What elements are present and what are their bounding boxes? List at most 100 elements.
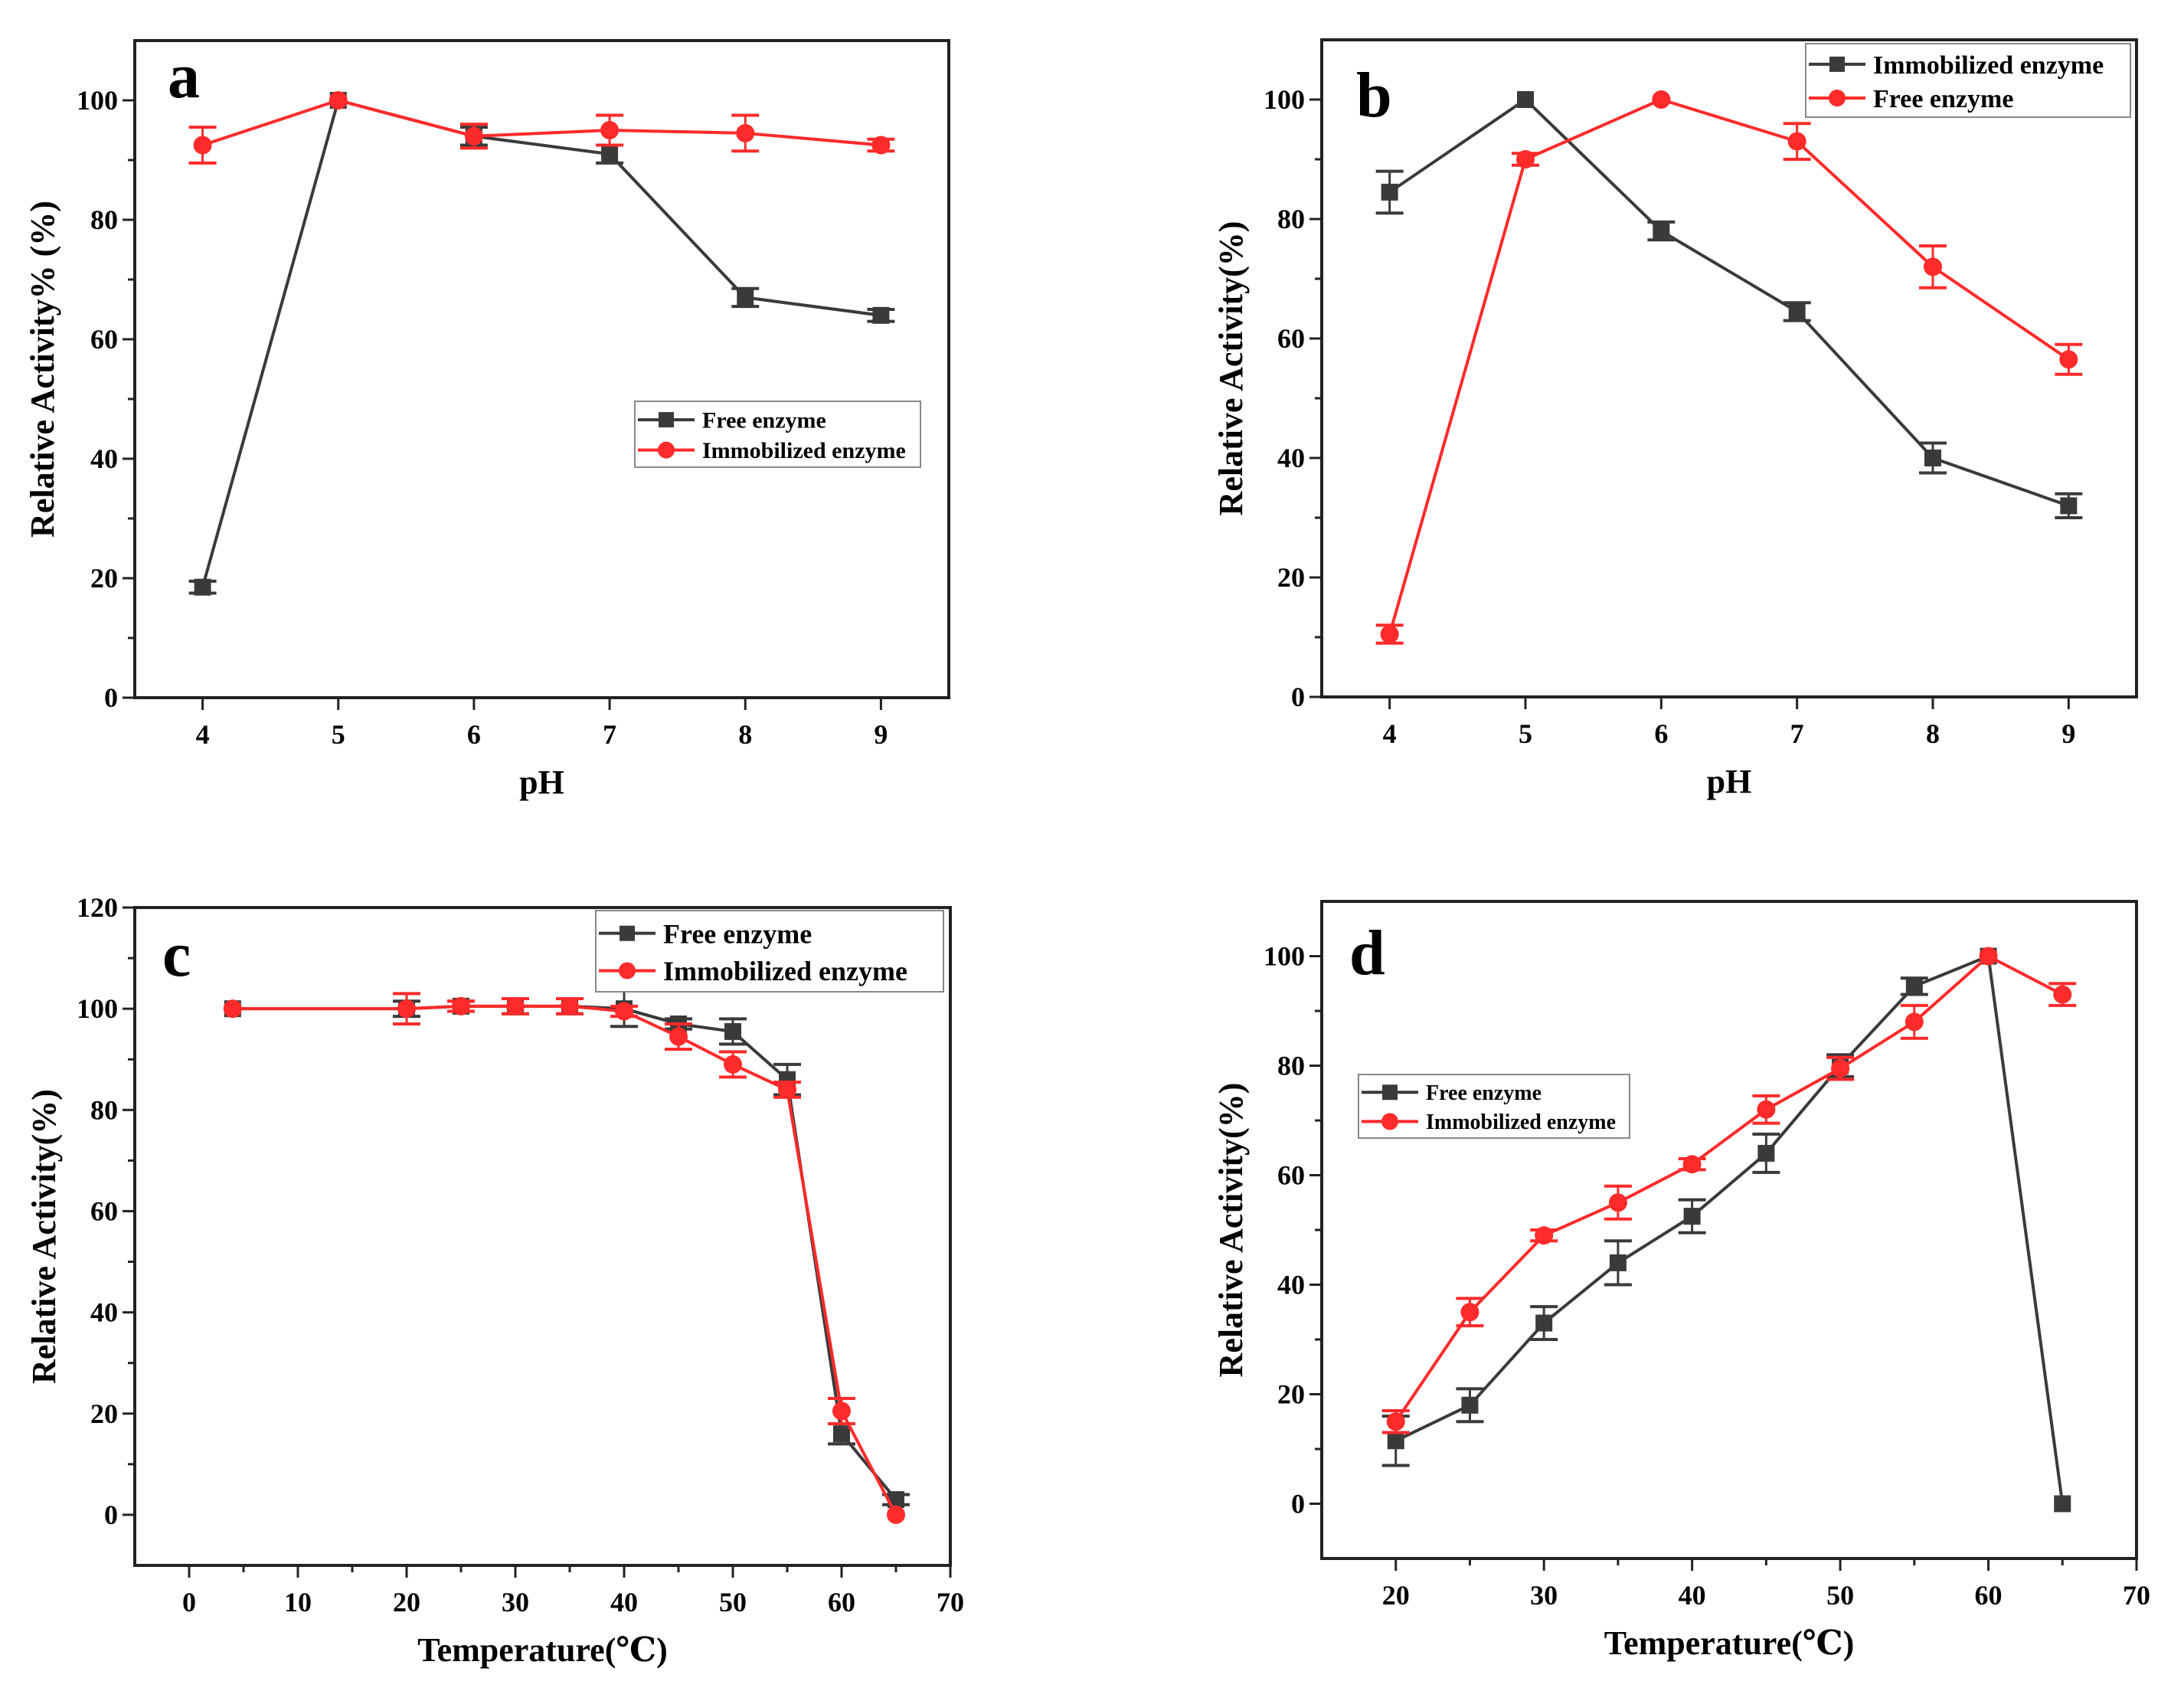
legend-box bbox=[595, 910, 944, 993]
legend-label: Immobilized enzyme bbox=[702, 438, 906, 463]
square-marker bbox=[194, 578, 211, 596]
y-tick-label: 40 bbox=[1277, 1270, 1305, 1300]
y-tick-label: 100 bbox=[1264, 941, 1305, 972]
panel-label: a bbox=[168, 41, 200, 112]
y-tick-label: 80 bbox=[90, 204, 118, 235]
plot-frame bbox=[133, 906, 952, 1567]
circle-marker bbox=[658, 441, 675, 459]
x-tick-label: 40 bbox=[1679, 1580, 1706, 1611]
series-line bbox=[232, 1004, 897, 1501]
chart-panel-c: 0 10 20 30 40 50 60 70 0 20 40 60 80 100 120 Temperatur… bbox=[25, 892, 964, 1669]
x-tick-label: 20 bbox=[1382, 1580, 1410, 1611]
y-tick-label: 60 bbox=[1277, 1160, 1305, 1191]
x-tick-label: 5 bbox=[332, 719, 345, 750]
square-marker bbox=[1382, 1084, 1398, 1101]
x-tick-label: 8 bbox=[738, 719, 752, 750]
x-tick-label: 8 bbox=[1926, 718, 1940, 749]
y-tick-label: 40 bbox=[90, 443, 118, 474]
x-axis-title: pH bbox=[1707, 763, 1752, 800]
legend-label: Free enzyme bbox=[1873, 85, 2013, 113]
circle-marker bbox=[1380, 625, 1399, 644]
x-tick-label: 7 bbox=[1790, 718, 1804, 749]
y-tick-label: 100 bbox=[1264, 84, 1305, 115]
series-free-enzyme bbox=[1381, 947, 2071, 1513]
circle-marker bbox=[619, 962, 636, 980]
x-axis-title: pH bbox=[519, 764, 564, 801]
x-tick-label: 7 bbox=[603, 719, 616, 750]
circle-marker bbox=[1829, 90, 1846, 107]
x-tick-label: 20 bbox=[393, 1587, 420, 1617]
y-tick-label: 60 bbox=[1277, 323, 1305, 354]
legend: Free enzyme Immobilized enzyme bbox=[634, 401, 921, 468]
legend-label: Immobilized enzyme bbox=[1426, 1110, 1616, 1134]
x-axis-title: Temperature(℃) bbox=[417, 1631, 667, 1669]
square-marker bbox=[601, 146, 619, 163]
series-line bbox=[1394, 954, 2064, 1423]
panel-label: b bbox=[1356, 60, 1392, 131]
y-tick-label: 20 bbox=[1277, 562, 1305, 593]
legend: Free enzyme Immobilized enzyme bbox=[595, 910, 944, 993]
circle-marker bbox=[887, 1505, 905, 1524]
square-marker bbox=[1788, 303, 1806, 320]
circle-marker bbox=[193, 136, 212, 155]
legend-label: Free enzyme bbox=[702, 408, 826, 433]
series-immobilized-enzyme bbox=[188, 91, 895, 165]
x-tick-label: 70 bbox=[937, 1587, 964, 1617]
circle-marker bbox=[1386, 1412, 1405, 1431]
circle-marker bbox=[736, 123, 755, 142]
legend-box bbox=[1805, 43, 2131, 118]
circle-marker bbox=[1831, 1059, 1850, 1078]
chart-panel-b: 4 5 6 7 8 9 0 20 40 60 80 100 pH Relative Activity(%)… bbox=[1212, 38, 2138, 800]
square-marker bbox=[2060, 497, 2078, 515]
series-immobilized-enzyme bbox=[1381, 947, 2077, 1434]
panel-label: c bbox=[162, 919, 191, 990]
circle-marker bbox=[1516, 150, 1535, 168]
x-tick-label: 60 bbox=[828, 1587, 855, 1617]
x-tick-label: 6 bbox=[467, 719, 481, 750]
square-marker bbox=[1381, 183, 1398, 201]
circle-marker bbox=[724, 1055, 742, 1074]
circle-marker bbox=[600, 121, 620, 139]
x-axis-title: Temperature(℃) bbox=[1604, 1624, 1854, 1662]
y-axis-title: Relative Activity(%) bbox=[25, 1089, 63, 1384]
circle-marker bbox=[1608, 1193, 1627, 1212]
y-tick-label: 80 bbox=[90, 1094, 118, 1125]
square-marker bbox=[659, 412, 674, 428]
square-marker bbox=[872, 306, 890, 324]
circle-marker bbox=[669, 1027, 688, 1046]
y-axis-title: Relative Activity(%) bbox=[1212, 1083, 1250, 1378]
series-line bbox=[201, 98, 881, 588]
circle-marker bbox=[329, 91, 348, 110]
y-tick-label: 40 bbox=[1277, 443, 1305, 473]
circle-marker bbox=[615, 1002, 633, 1021]
x-tick-label: 6 bbox=[1654, 718, 1668, 749]
circle-marker bbox=[506, 996, 525, 1016]
square-marker bbox=[1609, 1254, 1627, 1271]
chart-panel-a: 4 5 6 7 8 9 0 20 40 60 80 100 pH Relative Activity% (… bbox=[24, 39, 950, 801]
circle-marker bbox=[223, 999, 242, 1019]
y-tick-label: 60 bbox=[90, 324, 118, 355]
circle-marker bbox=[1979, 947, 1998, 966]
plot-frame bbox=[1320, 900, 2138, 1560]
legend-label: Free enzyme bbox=[663, 918, 812, 949]
plot-frame bbox=[1320, 38, 2138, 698]
y-tick-label: 40 bbox=[90, 1297, 118, 1328]
circle-marker bbox=[832, 1402, 851, 1421]
y-tick-label: 0 bbox=[104, 682, 118, 713]
circle-marker bbox=[1757, 1100, 1776, 1119]
square-marker bbox=[2054, 1495, 2071, 1513]
square-marker bbox=[833, 1425, 850, 1443]
x-tick-label: 60 bbox=[1975, 1580, 2003, 1611]
plot-frame bbox=[133, 39, 950, 699]
circle-marker bbox=[871, 136, 891, 155]
circle-marker bbox=[1381, 1113, 1398, 1130]
circle-marker bbox=[2053, 985, 2072, 1004]
square-marker bbox=[737, 289, 754, 306]
series-line bbox=[1388, 97, 2070, 635]
y-tick-label: 60 bbox=[90, 1195, 118, 1226]
y-tick-label: 0 bbox=[1291, 682, 1305, 712]
series-line bbox=[201, 98, 881, 147]
circle-marker bbox=[1787, 132, 1806, 151]
panel-label: d bbox=[1349, 917, 1385, 989]
